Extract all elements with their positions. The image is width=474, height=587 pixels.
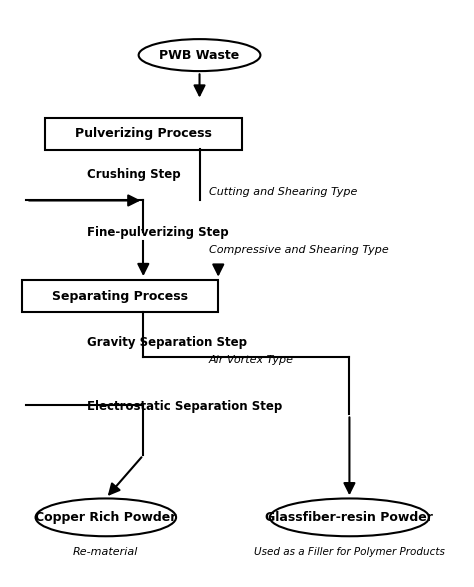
Text: Electrostatic Separation Step: Electrostatic Separation Step — [87, 400, 283, 413]
Text: Re-material: Re-material — [73, 547, 138, 557]
Text: Crushing Step: Crushing Step — [87, 168, 181, 181]
Text: Compressive and Shearing Type: Compressive and Shearing Type — [209, 245, 389, 255]
Text: Separating Process: Separating Process — [52, 290, 188, 303]
Text: Pulverizing Process: Pulverizing Process — [75, 127, 212, 140]
Text: PWB Waste: PWB Waste — [159, 49, 240, 62]
Text: Used as a Filler for Polymer Products: Used as a Filler for Polymer Products — [254, 547, 445, 557]
Text: Air Vortex Type: Air Vortex Type — [209, 355, 294, 365]
Text: Gravity Separation Step: Gravity Separation Step — [87, 336, 247, 349]
Text: Copper Rich Powder: Copper Rich Powder — [35, 511, 176, 524]
Text: Cutting and Shearing Type: Cutting and Shearing Type — [209, 187, 357, 197]
Text: Glassfiber-resin Powder: Glassfiber-resin Powder — [265, 511, 433, 524]
Text: Fine-pulverizing Step: Fine-pulverizing Step — [87, 226, 229, 239]
